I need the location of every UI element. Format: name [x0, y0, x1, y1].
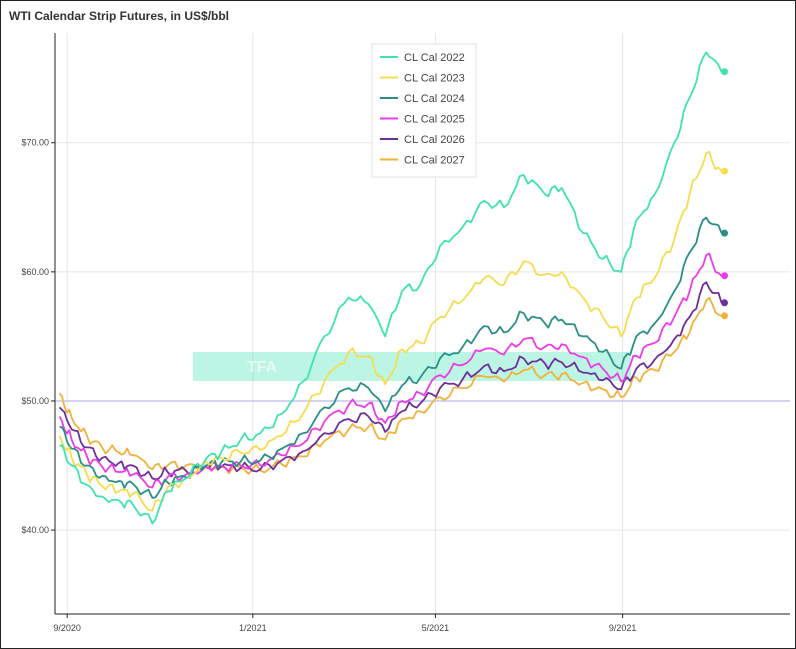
series-line [59, 216, 723, 499]
x-tick-label: 5/2021 [422, 623, 450, 633]
series-lines [58, 51, 723, 525]
x-tick-label: 1/2021 [239, 623, 267, 633]
legend-entry[interactable]: CL Cal 2022 [404, 52, 465, 64]
legend-entry[interactable]: CL Cal 2026 [404, 134, 465, 146]
series-line [58, 252, 723, 489]
series-line [59, 51, 723, 525]
series-line [58, 281, 723, 481]
legend[interactable]: CL Cal 2022 CL Cal 2023 CL Cal 2024 CL Cal … [371, 43, 477, 178]
watermark-band [193, 352, 631, 381]
series-line [58, 150, 723, 512]
series-end-dot [721, 299, 728, 307]
y-tick-label: $60.00 [21, 267, 49, 277]
axes: $40.00 $50.00 $60.00 $70.00 9/2020 1/2021 5/20… [21, 33, 790, 633]
series-end-dot [721, 167, 728, 175]
x-tick-label: 9/2021 [609, 623, 637, 633]
legend-box [371, 43, 477, 178]
y-tick-label: $40.00 [21, 525, 49, 535]
series-end-dot [721, 229, 728, 237]
watermark-group: TFA [193, 352, 631, 381]
series-line [58, 296, 722, 475]
grid [55, 33, 790, 614]
series-end-dot [721, 272, 728, 280]
y-tick-label: $50.00 [21, 396, 49, 406]
series-end-dot [721, 312, 728, 320]
legend-entry[interactable]: CL Cal 2023 [404, 73, 465, 85]
watermark-text: TFA [247, 359, 278, 376]
y-tick-label: $70.00 [21, 138, 49, 148]
legend-entry[interactable]: CL Cal 2027 [404, 155, 465, 167]
x-tick-label: 9/2020 [53, 623, 81, 633]
series-end-dots [721, 68, 728, 320]
legend-entry[interactable]: CL Cal 2024 [404, 93, 465, 105]
series-end-dot [721, 68, 728, 76]
legend-entry[interactable]: CL Cal 2025 [404, 114, 465, 126]
chart-title: WTI Calendar Strip Futures, in US$/bbl [9, 9, 230, 23]
